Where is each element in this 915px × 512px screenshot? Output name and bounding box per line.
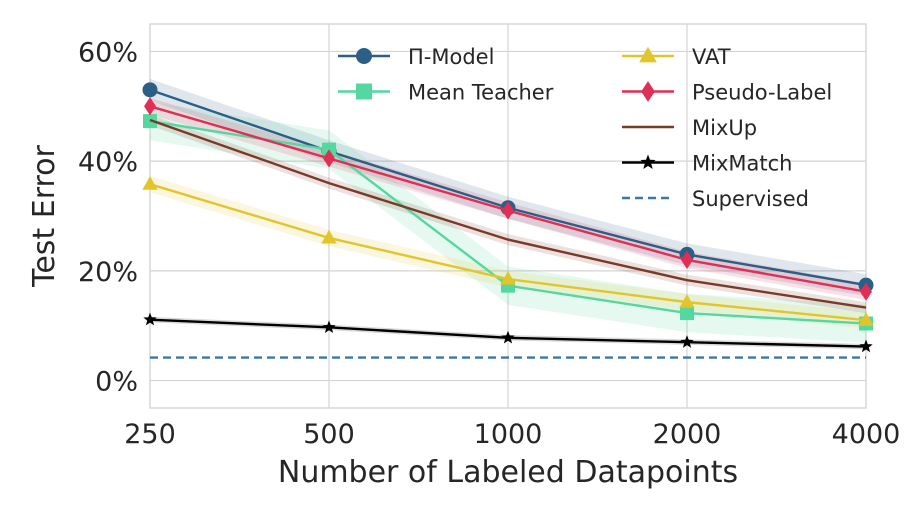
x-tick-label: 500 [303, 419, 355, 450]
x-tick-label: 2000 [653, 419, 722, 450]
legend-marker [641, 81, 655, 102]
legend-marker [640, 154, 656, 169]
y-axis-label: Test Error [27, 144, 62, 287]
point-mixmatch [322, 320, 336, 334]
point-model [142, 82, 158, 98]
y-tick-label: 60% [78, 37, 138, 68]
x-axis-label: Number of Labeled Datapoints [278, 455, 738, 490]
legend-label: Mean Teacher [408, 81, 554, 105]
point-vat [500, 271, 516, 285]
legend-marker [356, 83, 372, 100]
point-mixmatch [859, 339, 873, 353]
series-vat [142, 176, 874, 326]
y-ticks: 0% 20% 40% 60% [78, 37, 138, 397]
point-vat [321, 229, 337, 244]
legend-item-supervised: Supervised [622, 187, 809, 211]
point-pseudo-label [323, 149, 335, 168]
point-pseudo-label [144, 97, 156, 116]
point-pseudo-label [681, 250, 693, 269]
point-vat [858, 312, 874, 326]
legend-label: MixUp [692, 116, 757, 140]
x-tick-label: 4000 [832, 419, 901, 450]
line-mixup [149, 118, 867, 309]
point-mixmatch [143, 312, 157, 326]
series-pseudo-label [144, 97, 872, 301]
legend-label: MixMatch [692, 152, 792, 176]
legend-marker [639, 46, 657, 63]
x-ticks: 250 500 1000 2000 4000 [124, 419, 900, 450]
band-model [150, 78, 866, 297]
point-pseudo-label [502, 201, 514, 220]
legend-item-mixmatch: MixMatch [622, 152, 792, 176]
legend: Π-Model Mean Teacher VAT Pseudo-Label MixUp M… [338, 45, 832, 211]
legend-marker [356, 48, 372, 64]
legend-item-pseudo-label: Pseudo-Label [622, 81, 832, 105]
point-mixmatch [501, 330, 515, 344]
band-mixup [150, 114, 866, 314]
series-mixup [149, 118, 867, 309]
legend-label: Pseudo-Label [692, 81, 832, 105]
x-tick-label: 250 [124, 419, 176, 450]
y-tick-label: 20% [78, 257, 138, 288]
legend-item-mixup: MixUp [622, 116, 757, 140]
point-pseudo-label [860, 282, 872, 301]
legend-item-vat: VAT [622, 45, 731, 69]
point-mean-teacher [680, 306, 694, 321]
legend-label: VAT [692, 45, 731, 69]
y-tick-label: 0% [95, 367, 138, 398]
legend-label: Supervised [692, 187, 809, 211]
x-tick-label: 1000 [474, 419, 543, 450]
legend-item-mean-teacher: Mean Teacher [338, 81, 554, 105]
series-lines [142, 82, 874, 359]
point-vat [679, 294, 695, 308]
point-mixmatch [680, 335, 694, 348]
y-tick-label: 40% [78, 147, 138, 178]
point-vat [142, 176, 158, 190]
legend-item-model: Π-Model [338, 45, 494, 69]
legend-label: Π-Model [408, 45, 494, 69]
series-mixmatch [143, 312, 873, 353]
